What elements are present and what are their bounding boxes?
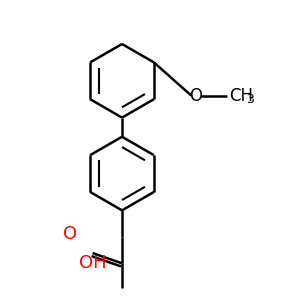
Text: O: O [63, 225, 78, 243]
Text: 3: 3 [246, 93, 254, 106]
Text: CH: CH [230, 86, 254, 104]
Text: OH: OH [79, 254, 106, 272]
Text: O: O [189, 86, 202, 104]
